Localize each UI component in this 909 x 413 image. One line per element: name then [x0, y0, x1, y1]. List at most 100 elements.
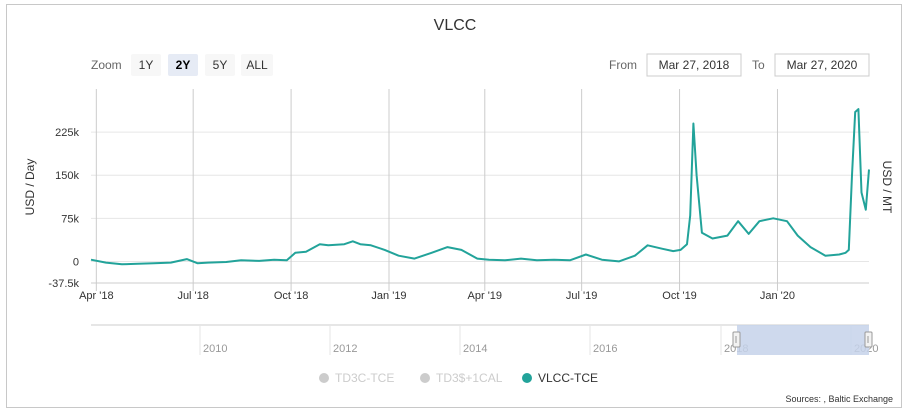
- x-tick-label: Jul '19: [566, 290, 597, 302]
- data-point: [810, 246, 812, 248]
- legend-marker-td3-1cal: [420, 373, 430, 383]
- navigator-year-label: 2010: [203, 343, 227, 355]
- x-tick-label: Oct '19: [662, 290, 697, 302]
- legend-item-vlcc-tce[interactable]: VLCC-TCE: [522, 371, 598, 385]
- to-date-input[interactable]: Mar 27, 2020: [787, 58, 858, 72]
- zoom-all-button-bg[interactable]: [241, 54, 273, 76]
- data-point: [488, 259, 490, 261]
- chart-container: VLCC Zoom 1Y 2Y 5Y ALL From Mar 27, 2018…: [6, 4, 902, 408]
- data-point: [447, 246, 449, 248]
- data-point: [825, 255, 827, 257]
- data-point: [701, 232, 703, 234]
- legend: TD3C-TCE TD3$+1CAL VLCC-TCE: [319, 371, 598, 385]
- data-point: [121, 264, 123, 266]
- data-point: [504, 259, 506, 261]
- data-point: [858, 108, 860, 110]
- plot-grid: [91, 89, 869, 291]
- navigator-selection[interactable]: [737, 325, 869, 355]
- data-point: [845, 252, 847, 254]
- zoom-2y-button[interactable]: 2Y: [176, 58, 191, 72]
- from-label: From: [609, 58, 637, 72]
- data-point: [344, 243, 346, 245]
- data-point: [319, 243, 321, 245]
- data-point: [170, 262, 172, 264]
- data-point: [90, 259, 92, 261]
- data-point: [305, 251, 307, 253]
- zoom-1y-button[interactable]: 1Y: [139, 58, 154, 72]
- data-point: [797, 235, 799, 237]
- data-point: [286, 259, 288, 261]
- data-point: [352, 241, 354, 243]
- data-point: [680, 249, 682, 251]
- y-axis-title-left: USD / Day: [23, 159, 37, 216]
- to-date-input-box[interactable]: [774, 53, 870, 77]
- data-point: [536, 259, 538, 261]
- data-point: [727, 235, 729, 237]
- from-date-input-box[interactable]: [646, 53, 742, 77]
- data-point: [461, 249, 463, 251]
- data-point: [786, 220, 788, 222]
- data-point: [689, 215, 691, 217]
- data-point: [585, 254, 587, 256]
- credits[interactable]: Sources: , Baltic Exchange: [785, 394, 893, 404]
- data-point: [553, 259, 555, 261]
- data-point: [861, 192, 863, 194]
- data-point: [137, 263, 139, 265]
- data-point: [601, 259, 603, 261]
- navigator[interactable]: 201020122014201620182020: [91, 324, 878, 355]
- legend-label-td3-1cal[interactable]: TD3$+1CAL: [436, 371, 503, 385]
- data-point: [838, 254, 840, 256]
- data-point: [186, 258, 188, 260]
- y-tick-label: -37.5k: [48, 278, 79, 290]
- data-point: [712, 238, 714, 240]
- y-tick-label: 225k: [55, 127, 79, 139]
- zoom-2y-button-bg[interactable]: [168, 54, 198, 76]
- zoom-5y-button[interactable]: 5Y: [213, 58, 228, 72]
- navigator-year-label: 2012: [333, 343, 357, 355]
- x-tick-label: Apr '18: [79, 290, 114, 302]
- series-line-vlcc-tce: [90, 108, 870, 266]
- data-point: [848, 249, 850, 251]
- zoom-all-button[interactable]: ALL: [246, 58, 268, 72]
- y-tick-label: 150k: [55, 170, 79, 182]
- y-axis-title-right: USD / MT: [880, 161, 894, 214]
- data-point: [618, 261, 620, 263]
- x-axis-ticks: Apr '18 Jul '18 Oct '18 Jan '19 Apr '19 Jul '…: [79, 290, 795, 302]
- data-point: [865, 209, 867, 211]
- y-axis-ticks: 225k 150k 75k 0 -37.5k: [48, 127, 79, 290]
- legend-item-td3c-tce[interactable]: TD3C-TCE: [319, 371, 394, 385]
- data-point: [672, 250, 674, 252]
- legend-item-td3-1cal[interactable]: TD3$+1CAL: [420, 371, 503, 385]
- data-point: [854, 111, 856, 113]
- navigator-year-label: 2016: [593, 343, 617, 355]
- zoom-label: Zoom: [91, 58, 122, 72]
- data-point: [696, 174, 698, 176]
- x-tick-label: Oct '18: [274, 290, 309, 302]
- data-point: [759, 220, 761, 222]
- chart-title: VLCC: [434, 17, 477, 34]
- from-date-input[interactable]: Mar 27, 2018: [659, 58, 730, 72]
- x-tick-label: Jul '18: [177, 290, 208, 302]
- data-point: [520, 258, 522, 260]
- data-point: [634, 255, 636, 257]
- data-point: [370, 245, 372, 247]
- zoom-5y-button-bg[interactable]: [205, 54, 235, 76]
- legend-label-td3c-tce[interactable]: TD3C-TCE: [335, 371, 394, 385]
- zoom-1y-button-bg[interactable]: [131, 54, 161, 76]
- x-tick-label: Apr '19: [468, 290, 503, 302]
- data-point: [105, 262, 107, 264]
- data-point: [737, 220, 739, 222]
- chart-svg: VLCC Zoom 1Y 2Y 5Y ALL From Mar 27, 2018…: [23, 17, 894, 404]
- data-point: [647, 245, 649, 247]
- data-point: [240, 259, 242, 261]
- data-point: [693, 123, 695, 125]
- y-tick-label: 75k: [61, 213, 79, 225]
- to-label: To: [752, 58, 765, 72]
- data-point: [431, 252, 433, 254]
- data-point: [868, 169, 870, 171]
- data-point: [197, 262, 199, 264]
- data-point: [748, 233, 750, 235]
- legend-label-vlcc-tce[interactable]: VLCC-TCE: [538, 371, 598, 385]
- data-point: [328, 245, 330, 247]
- data-point: [359, 243, 361, 245]
